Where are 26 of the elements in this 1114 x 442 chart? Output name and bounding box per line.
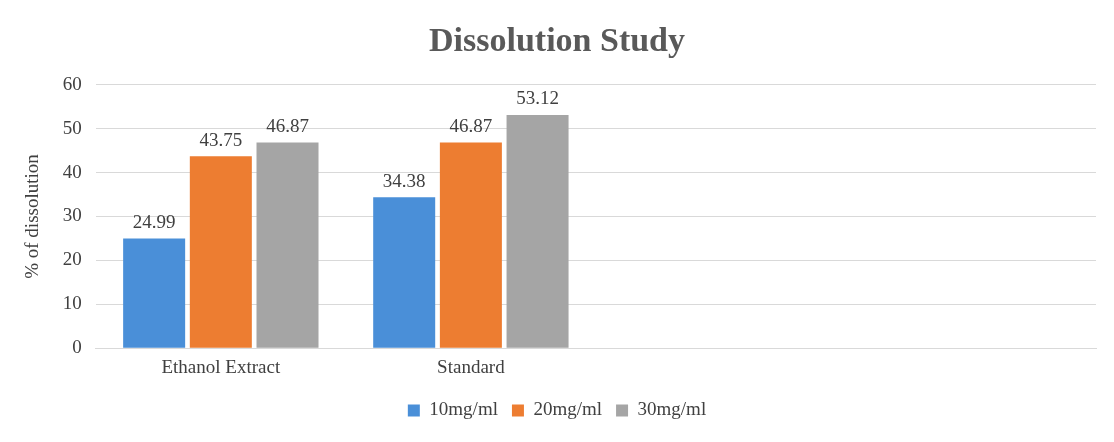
legend-label: 20mg/ml: [533, 398, 603, 420]
legend-label: 10mg/ml: [429, 398, 498, 420]
data-label: 46.87: [266, 114, 309, 136]
x-tick-label: Ethanol Extract: [161, 355, 281, 377]
y-tick-label: 10: [62, 292, 82, 314]
legend-label: 30mg/ml: [637, 398, 707, 420]
bar: [373, 197, 436, 348]
bar: [439, 142, 502, 348]
bar: [256, 142, 319, 348]
data-label: 24.99: [132, 210, 176, 232]
y-tick-label: 20: [62, 248, 82, 270]
y-tick-label: 50: [62, 116, 82, 138]
bar: [189, 156, 252, 348]
data-label: 34.38: [382, 169, 426, 191]
y-tick-label: 30: [62, 204, 82, 226]
x-tick-label: Standard: [437, 355, 506, 377]
bar: [506, 115, 569, 348]
y-tick-label: 0: [72, 336, 82, 358]
chart-title: Dissolution Study: [428, 21, 686, 59]
data-label: 43.75: [199, 128, 243, 150]
y-axis-title: % of dissolution: [21, 153, 43, 279]
bar: [123, 238, 186, 348]
y-tick-label: 40: [62, 160, 82, 182]
data-label: 53.12: [516, 87, 559, 109]
data-label: 46.87: [449, 114, 493, 136]
y-tick-label: 60: [62, 72, 82, 94]
